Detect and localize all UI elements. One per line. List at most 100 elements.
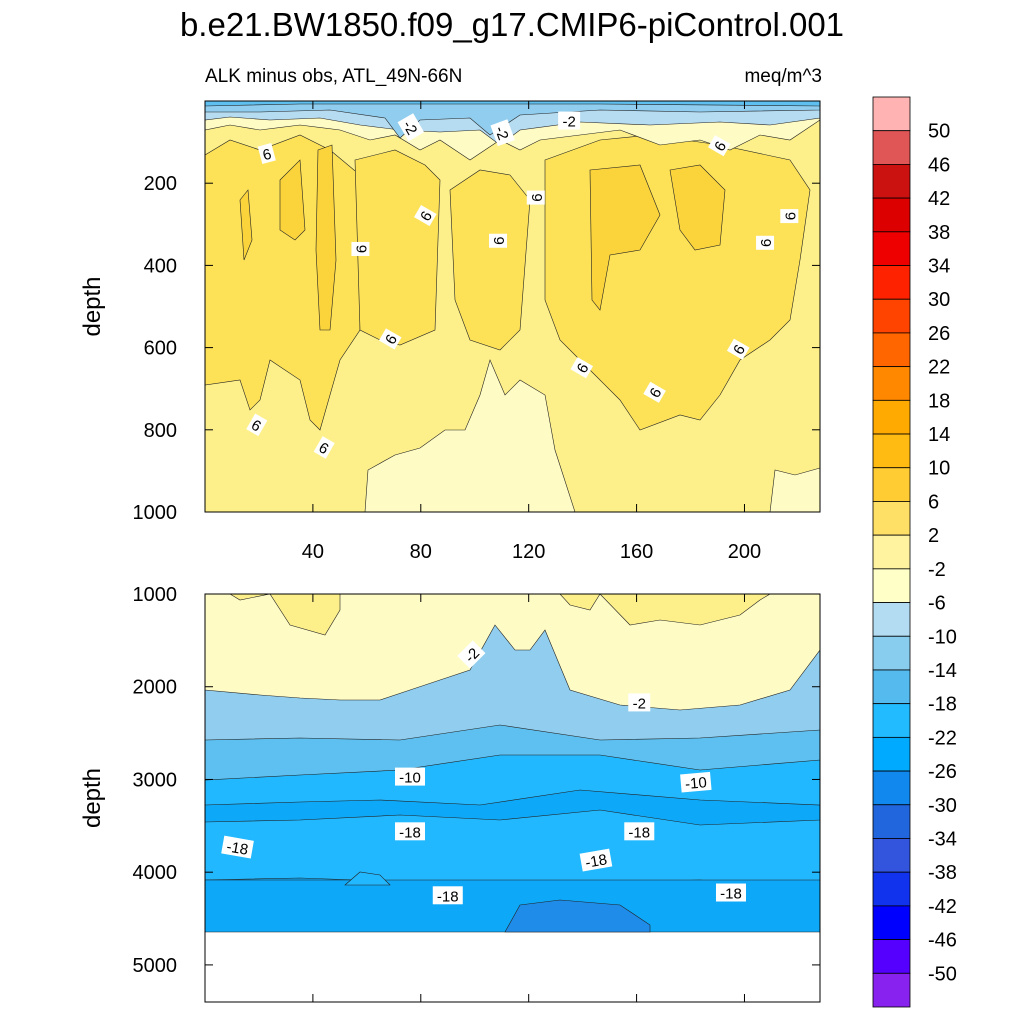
colorbar-label: 22 xyxy=(928,357,950,379)
contour-label-box xyxy=(257,142,276,164)
contour-region-m2 xyxy=(364,359,576,513)
contour-label-group: -10 xyxy=(395,767,425,787)
contour-label-group: 6 xyxy=(526,190,546,205)
colorbar-label: 26 xyxy=(928,323,950,345)
contour-label-group: -2 xyxy=(457,640,486,669)
colorbar-swatch xyxy=(872,467,911,502)
contour-region-p6 xyxy=(354,149,441,346)
contour-label-box xyxy=(526,190,545,205)
colorbar-label: 2 xyxy=(928,525,939,547)
y-axis-label: depth xyxy=(79,768,106,828)
y-tick-label: 4000 xyxy=(133,862,178,884)
contour-label-box xyxy=(489,233,508,248)
colorbar-label: -14 xyxy=(928,660,957,682)
panel-subtitle-left: ALK minus obs, ATL_49N-66N xyxy=(205,66,462,87)
colorbar-swatch xyxy=(872,433,911,469)
contour-label-group: -18 xyxy=(579,848,613,872)
contour-label-box xyxy=(624,822,655,841)
colorbar-label: -38 xyxy=(928,862,957,884)
colorbar-swatch xyxy=(872,770,911,806)
contour-label-box xyxy=(246,413,268,437)
contour-label-group: -18 xyxy=(395,822,425,841)
contour-label-box xyxy=(432,886,463,905)
contour-label-box xyxy=(680,771,712,793)
colorbar-label: -50 xyxy=(928,963,957,985)
contour-label-box xyxy=(628,693,651,712)
colorbar-label: -34 xyxy=(928,828,957,850)
x-tick-label: 120 xyxy=(512,541,545,563)
contour-label: 6 xyxy=(491,237,508,245)
contour-label: 6 xyxy=(353,245,370,253)
contour-label-group: -18 xyxy=(624,822,655,841)
contour-label-box xyxy=(395,767,425,786)
contour-label-box xyxy=(395,822,425,841)
contour-label-box xyxy=(414,205,437,227)
contour-label-group: 6 xyxy=(489,233,508,248)
colorbar-label: 46 xyxy=(928,154,950,176)
y-tick-label: 600 xyxy=(144,338,177,360)
colorbar-label: 10 xyxy=(928,458,950,480)
colorbar-label: 50 xyxy=(928,121,950,143)
contour-label-box xyxy=(708,135,731,157)
contour-label-group: -2 xyxy=(628,693,651,712)
contour-region-n22 xyxy=(504,899,651,933)
colorbar-swatch xyxy=(872,703,911,738)
contour-label-box xyxy=(579,848,613,872)
colorbar-label: -6 xyxy=(928,593,946,615)
contour-label: 6 xyxy=(758,239,775,247)
colorbar-label: -10 xyxy=(928,626,957,648)
colorbar-label: -26 xyxy=(928,761,957,783)
y-tick-label: 1000 xyxy=(133,584,178,606)
y-axis-label: depth xyxy=(79,276,106,336)
y-tick-label: 400 xyxy=(144,255,177,277)
contour-label-box xyxy=(313,436,335,459)
contour-region-n6 xyxy=(204,100,821,139)
units-label: meq/m^3 xyxy=(744,66,822,87)
colorbar-swatch xyxy=(872,298,911,334)
contour-label-group: 6 xyxy=(780,209,799,224)
colorbar-swatch xyxy=(872,130,911,165)
contour-label: 6 xyxy=(529,193,546,201)
colorbar-swatch xyxy=(872,939,911,974)
contour-label: -10 xyxy=(684,774,707,793)
lower-panel: 1000 2000 3000 4000 5000 depth -2 -2 -10 -10 -18 -1… xyxy=(79,584,821,1003)
contour-label-group: -18 xyxy=(221,835,254,859)
colorbar-label: -2 xyxy=(928,559,946,581)
contour-label-box xyxy=(558,111,581,130)
x-tick-label: 80 xyxy=(410,541,432,563)
colorbar-swatch xyxy=(872,838,911,873)
panel-frame xyxy=(204,100,821,513)
panel-frame xyxy=(204,593,821,1003)
colorbar-swatch xyxy=(872,231,911,266)
contour-label-group: 6 xyxy=(246,413,268,437)
y-tick-label: 2000 xyxy=(133,677,178,699)
contour-region-n14 xyxy=(344,871,391,886)
contour-region-p6 xyxy=(449,169,531,351)
contour-label-group: 6 xyxy=(378,328,402,350)
colorbar-swatch xyxy=(872,602,911,637)
contour-label-box xyxy=(490,119,515,147)
colorbar-label: 14 xyxy=(928,424,950,446)
x-tick-label: 160 xyxy=(620,541,653,563)
contour-label-box xyxy=(457,640,486,669)
colorbar-swatch xyxy=(872,197,911,233)
colorbar-label: -22 xyxy=(928,727,957,749)
contour-label: -18 xyxy=(720,886,742,903)
colorbar-label: 42 xyxy=(928,188,950,210)
colorbar-label: 38 xyxy=(928,222,950,244)
contour-label: 6 xyxy=(782,212,799,220)
contour-region-p10 xyxy=(315,144,337,331)
contour-region-p10 xyxy=(669,164,726,251)
contour-label: -2 xyxy=(562,114,575,131)
colorbar-swatch xyxy=(872,905,911,940)
contour-region-p10 xyxy=(239,189,253,261)
contour-label-group: -18 xyxy=(715,883,746,903)
contour-label-box xyxy=(378,328,402,350)
y-tick-label: 200 xyxy=(144,173,177,195)
colorbar-label: -42 xyxy=(928,896,957,918)
contour-label-box xyxy=(780,209,799,224)
colorbar-swatch xyxy=(872,804,911,839)
y-tick-label: 1000 xyxy=(133,502,178,524)
x-tick-label: 200 xyxy=(728,541,761,563)
contour-label-group: 6 xyxy=(351,241,370,256)
